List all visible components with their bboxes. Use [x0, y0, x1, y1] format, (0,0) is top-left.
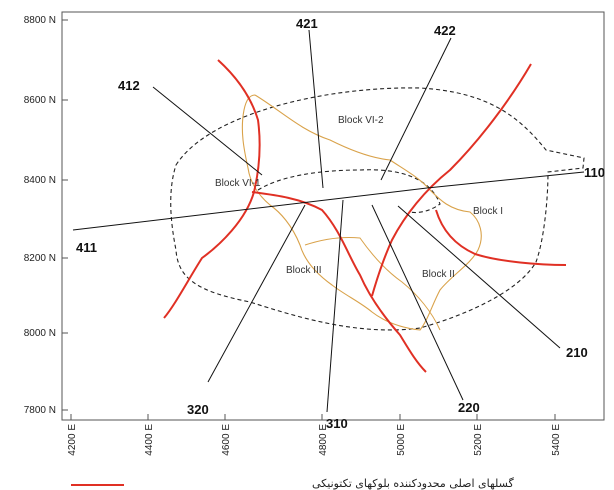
y-tick-label: 8600 N [24, 95, 56, 106]
block-label: Block I [473, 206, 503, 217]
inner-boundary [257, 169, 441, 214]
section-label: 421 [296, 16, 318, 31]
fault-line [435, 209, 567, 266]
study-area-boundary [170, 87, 585, 331]
block-contour [241, 94, 482, 331]
block-label: Block III [286, 265, 322, 276]
x-tick-label: 4800 E [318, 424, 329, 456]
block-label: Block VI-2 [338, 115, 384, 126]
x-tick-label: 4200 E [67, 424, 78, 456]
section-label: 422 [434, 23, 456, 38]
y-tick-label: 8000 N [24, 328, 56, 339]
section-label: 310 [326, 416, 348, 431]
section-line-220 [371, 204, 464, 401]
block-label: Block VI-1 [215, 178, 261, 189]
y-tick-label: 8800 N [24, 15, 56, 26]
section-label: 110 [584, 165, 605, 180]
x-tick-label: 5400 E [551, 424, 562, 456]
legend-fault-label: گسلهای اصلی محدودکننده بلوکهای تکتونیکی [312, 477, 514, 490]
section-label: 411 [76, 240, 97, 255]
y-axis: 8800 N 8600 N 8400 N 8200 N 8000 N 7800 … [24, 15, 68, 416]
y-tick-label: 7800 N [24, 405, 56, 416]
fault-line [163, 59, 261, 319]
section-label: 412 [118, 78, 140, 93]
y-tick-label: 8200 N [24, 253, 56, 264]
section-label: 210 [566, 345, 588, 360]
x-tick-label: 4600 E [221, 424, 232, 456]
section-line-310 [326, 199, 344, 413]
x-tick-label: 4400 E [144, 424, 155, 456]
x-axis: 4200 E 4400 E 4600 E 4800 E 5000 E 5200 … [67, 414, 562, 456]
section-line-320 [207, 204, 306, 383]
section-line-412 [152, 86, 263, 176]
fault-line [251, 191, 427, 373]
section-label: 220 [458, 400, 480, 415]
section-line-210 [397, 205, 561, 349]
x-tick-label: 5000 E [396, 424, 407, 456]
section-line-110-east [426, 171, 585, 189]
y-tick-label: 8400 N [24, 175, 56, 186]
section-label: 320 [187, 402, 209, 417]
block-label: Block II [422, 269, 455, 280]
x-tick-label: 5200 E [473, 424, 484, 456]
block-contour-inner [304, 237, 441, 331]
section-line-421 [308, 29, 324, 189]
fault-line [371, 63, 532, 297]
section-line-422 [380, 37, 452, 181]
map-frame [61, 11, 605, 421]
section-lines [72, 29, 585, 413]
section-line-411 [72, 187, 428, 231]
